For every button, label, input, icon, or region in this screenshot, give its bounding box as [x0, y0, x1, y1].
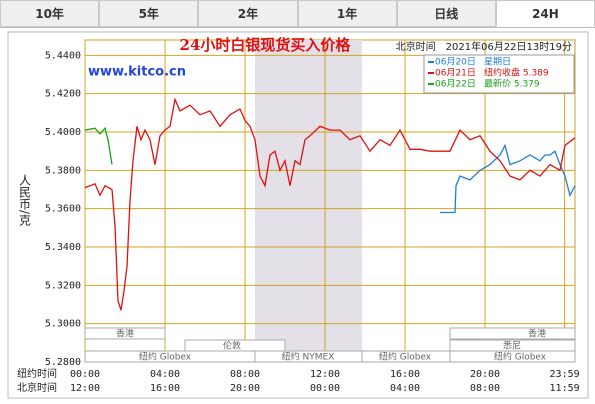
y-tick-label: 5.3000: [45, 319, 81, 330]
y-tick-label: 5.3600: [45, 204, 81, 215]
session-label: 悉尼: [503, 340, 521, 352]
session-label: 纽约 Globex: [139, 351, 192, 363]
x-tick-label: 20:00: [470, 369, 500, 380]
x-tick-label: 16:00: [150, 383, 180, 394]
legend-note: 纽约收盘 5.389: [484, 67, 549, 79]
nymex-shade: [255, 40, 362, 362]
session-label: 纽约 Globex: [379, 351, 432, 363]
session-label: 香港: [116, 328, 134, 340]
session-bar: [84, 327, 166, 340]
watermark: www.kitco.cn: [88, 65, 186, 80]
tab[interactable]: 1年: [297, 0, 397, 27]
legend-note: 最新价 5.379: [484, 78, 540, 90]
chart: 香港 香港 伦敦 悉尼 纽约 Globex 纽约 NYMEX 纽约 Globex…: [7, 31, 589, 399]
y-tick-label: 5.4400: [45, 50, 81, 61]
x-tick-label: 12:00: [70, 383, 100, 394]
tab[interactable]: 日线: [396, 0, 496, 27]
tab[interactable]: 2年: [198, 0, 298, 27]
x-tick-label: 16:00: [390, 369, 420, 380]
tabs: 10年 5年 2年 1年 日线 24H: [0, 0, 595, 28]
x-tick-label: 20:00: [230, 383, 260, 394]
legend-label: 06月21日: [435, 68, 476, 79]
y-tick-label: 5.4200: [45, 89, 81, 100]
chart-subtitle: 北京时间 2021年06月22日13时19分: [396, 40, 572, 53]
x-tick-label: 12:00: [310, 369, 340, 380]
y-tick-label: 5.3400: [45, 242, 81, 253]
x-tick-label: 23:59: [550, 369, 580, 380]
x-row-label: 纽约时间: [17, 367, 57, 380]
x-tick-label: 11:59: [550, 383, 580, 394]
session-label: 纽约 NYMEX: [282, 351, 335, 363]
series-line: [84, 97, 576, 311]
y-tick-label: 5.2800: [45, 357, 81, 368]
x-tick-label: 04:00: [150, 369, 180, 380]
tab[interactable]: 10年: [0, 0, 100, 27]
x-tick-label: 04:00: [390, 383, 420, 394]
session-label: 香港: [528, 328, 546, 340]
chart-title: 24小时白银现货买入价格: [180, 36, 352, 54]
session-label: 纽约 Globex: [494, 351, 547, 363]
legend-label: 06月22日: [435, 79, 476, 90]
sessions: [84, 327, 576, 363]
tab[interactable]: 24H: [495, 0, 595, 27]
session-bar: [449, 327, 576, 340]
x-tick-label: 00:00: [70, 369, 100, 380]
legend-label: 06月20日: [435, 57, 476, 68]
y-tick-label: 5.3200: [45, 280, 81, 291]
x-tick-label: 00:00: [310, 383, 340, 394]
x-tick-label: 08:00: [470, 383, 500, 394]
series-line: [84, 126, 113, 165]
session-bar: [449, 350, 576, 363]
tab[interactable]: 5年: [99, 0, 199, 27]
legend: [423, 54, 575, 94]
x-row-label: 北京时间: [17, 381, 57, 394]
legend-note: 星期日: [484, 57, 511, 68]
y-tick-label: 5.3800: [45, 165, 81, 176]
series-line: [440, 143, 576, 214]
y-tick-label: 5.4000: [45, 127, 81, 138]
x-tick-label: 08:00: [230, 369, 260, 380]
y-axis-label: 人民币/克: [18, 174, 32, 227]
session-label: 伦敦: [223, 340, 241, 352]
